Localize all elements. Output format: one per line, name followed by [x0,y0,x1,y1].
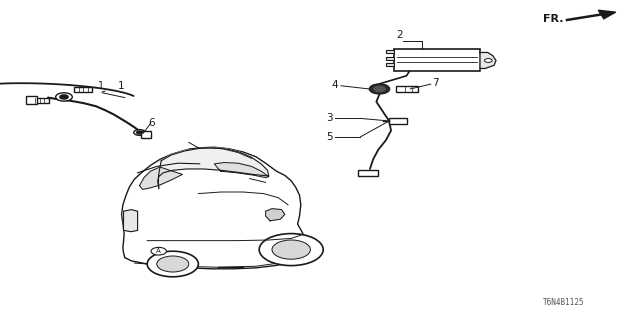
Polygon shape [480,52,496,68]
Polygon shape [122,147,307,269]
Bar [396,86,418,92]
Bar [141,131,151,138]
Polygon shape [158,148,269,189]
Bar [389,118,407,124]
Circle shape [484,59,492,62]
Text: 3: 3 [326,113,333,124]
Circle shape [147,251,198,277]
Circle shape [151,247,166,255]
Bar [386,63,394,66]
Polygon shape [124,210,138,232]
Bar [394,49,480,71]
Text: T6N4B1125: T6N4B1125 [542,298,584,307]
Text: 6: 6 [143,118,155,130]
Circle shape [134,130,145,135]
Bar [26,96,37,104]
Polygon shape [140,167,182,189]
Text: 5: 5 [326,132,333,142]
Text: 6: 6 [154,117,160,128]
Circle shape [137,131,143,134]
Bar [31,98,49,103]
Bar [74,87,92,92]
Polygon shape [598,10,616,19]
Bar [386,57,394,60]
Circle shape [272,240,310,259]
Circle shape [157,256,189,272]
Circle shape [60,95,68,99]
Text: 1: 1 [98,81,104,91]
Circle shape [259,234,323,266]
Text: FR.: FR. [543,14,563,24]
Text: 1: 1 [102,81,125,92]
Polygon shape [266,209,285,221]
Bar [358,170,378,176]
Polygon shape [214,163,269,178]
Text: 4: 4 [332,80,338,90]
Text: A: A [156,248,161,254]
Circle shape [369,84,390,94]
Circle shape [56,93,72,101]
Bar [386,50,394,53]
Circle shape [373,86,386,92]
Text: 7: 7 [432,78,438,88]
Text: 2: 2 [397,30,403,40]
